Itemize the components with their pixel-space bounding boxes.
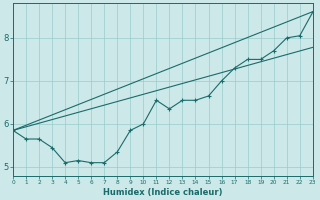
X-axis label: Humidex (Indice chaleur): Humidex (Indice chaleur) [103, 188, 223, 197]
